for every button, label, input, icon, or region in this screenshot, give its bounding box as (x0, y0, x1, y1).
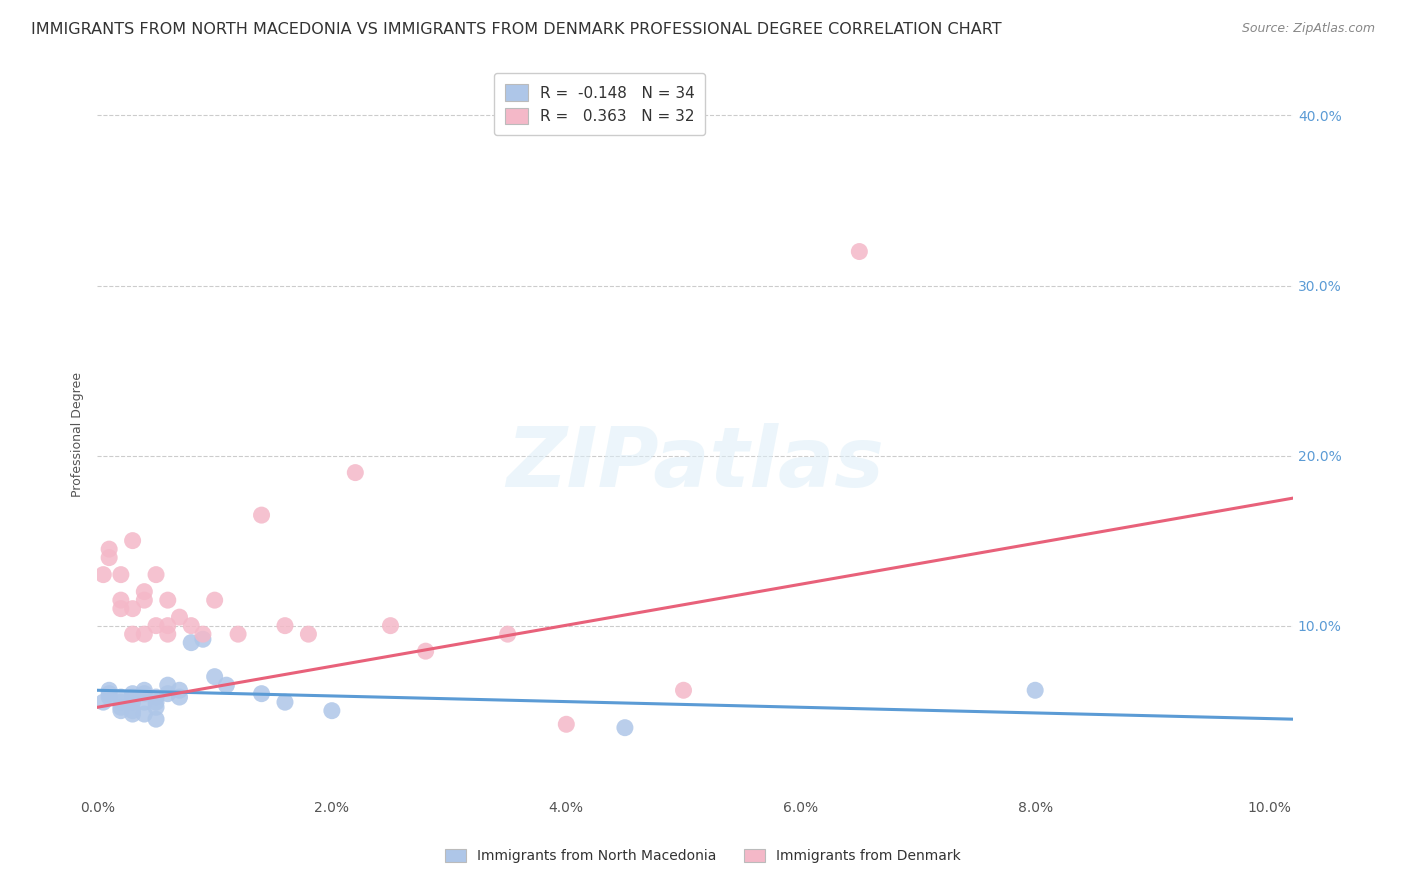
Point (121, 533, 143, 548)
Point (145, 618, 167, 632)
Point (98, 542, 121, 557)
Point (344, 466, 367, 480)
Point (191, 627, 214, 641)
Text: ZIPatlas: ZIPatlas (506, 423, 884, 504)
Point (169, 690, 191, 704)
Point (180, 635, 202, 649)
Point (121, 687, 143, 701)
Point (156, 687, 179, 701)
Point (274, 618, 297, 632)
Y-axis label: Professional Degree: Professional Degree (72, 372, 84, 497)
Point (415, 644, 437, 658)
Text: IMMIGRANTS FROM NORTH MACEDONIA VS IMMIGRANTS FROM DENMARK PROFESSIONAL DEGREE C: IMMIGRANTS FROM NORTH MACEDONIA VS IMMIG… (31, 22, 1001, 37)
Text: Source: ZipAtlas.com: Source: ZipAtlas.com (1241, 22, 1375, 36)
Point (1024, 683, 1046, 698)
Point (110, 695, 132, 709)
Point (848, 244, 870, 259)
Point (191, 632, 214, 647)
Point (204, 670, 226, 684)
Point (169, 683, 191, 698)
Point (110, 567, 132, 582)
Point (156, 678, 179, 692)
Point (134, 687, 156, 701)
Point (215, 678, 238, 692)
Point (110, 704, 132, 718)
Point (204, 593, 226, 607)
Point (134, 627, 156, 641)
Point (169, 610, 191, 624)
Point (145, 567, 167, 582)
Point (145, 712, 167, 726)
Point (297, 627, 319, 641)
Point (321, 704, 343, 718)
Point (121, 601, 143, 615)
Point (91, 695, 114, 709)
Point (91, 567, 114, 582)
Point (98, 690, 121, 704)
Legend: Immigrants from North Macedonia, Immigrants from Denmark: Immigrants from North Macedonia, Immigra… (440, 844, 966, 869)
Point (110, 593, 132, 607)
Point (380, 618, 402, 632)
Point (134, 593, 156, 607)
Point (496, 627, 519, 641)
Point (121, 695, 143, 709)
Point (250, 508, 273, 522)
Point (180, 618, 202, 632)
Point (156, 618, 179, 632)
Point (672, 683, 695, 698)
Point (250, 687, 273, 701)
Point (134, 707, 156, 722)
Legend: R =  -0.148   N = 34, R =   0.363   N = 32: R = -0.148 N = 34, R = 0.363 N = 32 (494, 73, 706, 135)
Point (110, 601, 132, 615)
Point (274, 695, 297, 709)
Point (121, 690, 143, 704)
Point (145, 695, 167, 709)
Point (98, 550, 121, 565)
Point (110, 690, 132, 704)
Point (134, 683, 156, 698)
Point (134, 584, 156, 599)
Point (121, 627, 143, 641)
Point (110, 700, 132, 714)
Point (145, 690, 167, 704)
Point (121, 707, 143, 722)
Point (156, 627, 179, 641)
Point (134, 695, 156, 709)
Point (226, 627, 249, 641)
Point (613, 721, 636, 735)
Point (555, 717, 578, 731)
Point (156, 593, 179, 607)
Point (98, 683, 121, 698)
Point (121, 704, 143, 718)
Point (98, 687, 121, 701)
Point (145, 700, 167, 714)
